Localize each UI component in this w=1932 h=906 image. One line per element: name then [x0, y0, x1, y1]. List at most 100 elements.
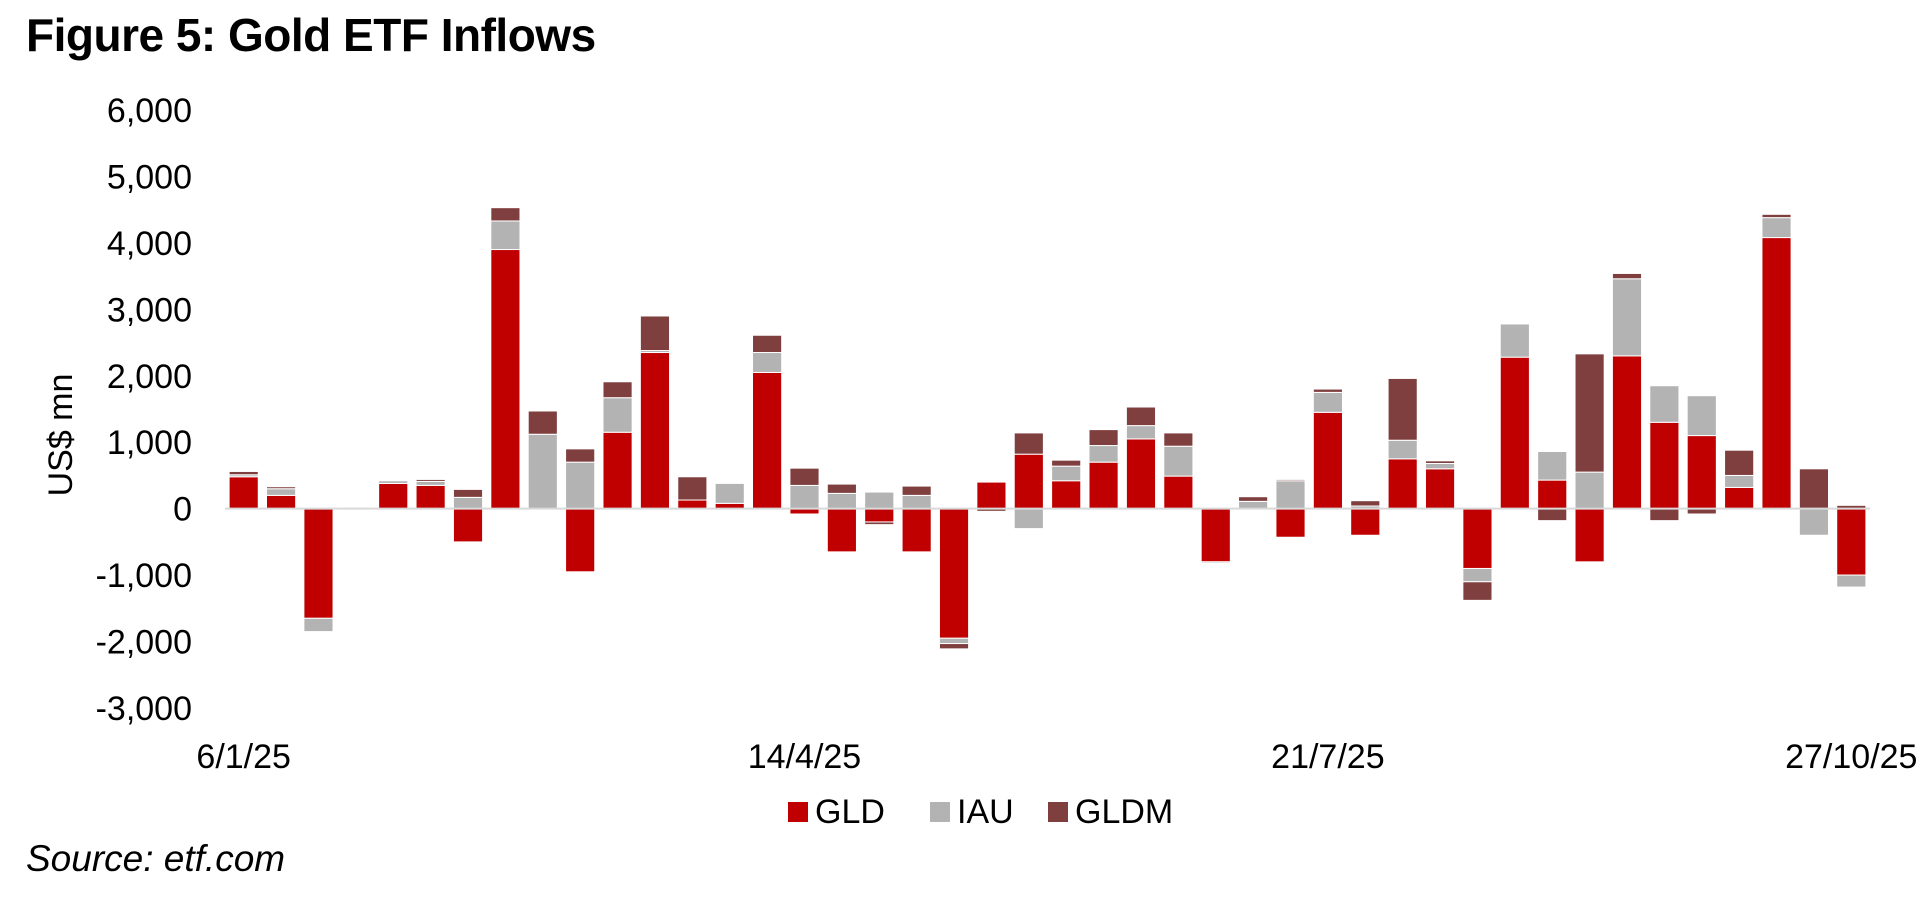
bar-iau-35 [1537, 451, 1568, 481]
bar-gld-10 [602, 431, 633, 510]
bar-gld-41 [1761, 237, 1792, 510]
bar-gld-11 [639, 352, 671, 510]
bar-iau-31 [1387, 439, 1418, 460]
bar-gldm-18 [901, 485, 932, 496]
bar-iau-25 [1163, 445, 1194, 477]
bar-gldm-25 [1163, 432, 1194, 447]
bar-iau-21 [1013, 508, 1044, 530]
bar-iau-29 [1312, 391, 1343, 413]
bar-gldm-16 [826, 483, 857, 494]
bar-gld-23 [1088, 461, 1119, 510]
bar-gld-14 [752, 371, 783, 510]
y-axis: -3,000 -2,000 -1,000 0 1,000 2,000 3,000 4,000 5… [96, 92, 192, 728]
bar-iau-33 [1462, 567, 1493, 583]
bar-iau-15 [789, 484, 820, 510]
bar-gldm-21 [1013, 432, 1044, 455]
bar-gldm-24 [1125, 406, 1157, 427]
bar-gldm-14 [752, 334, 783, 354]
y-tick-label: -3,000 [96, 690, 192, 728]
bar-gld-43 [1836, 508, 1867, 576]
bar-iau-24 [1125, 425, 1157, 440]
y-tick-label: 6,000 [107, 92, 192, 130]
legend-swatch-gld [788, 802, 808, 822]
bar-iau-32 [1424, 462, 1456, 470]
legend-swatch-iau [930, 802, 950, 822]
bar-iau-36 [1574, 471, 1605, 510]
bar-gldm-6 [452, 488, 484, 498]
bar-gldm-19 [938, 643, 970, 650]
bar-iau-5 [415, 480, 446, 486]
x-axis: 6/1/25 14/4/25 21/7/25 27/10/25 [196, 507, 1917, 776]
bar-gldm-32 [1424, 460, 1456, 464]
bar-gld-9 [565, 508, 596, 573]
bar-gldm-7 [490, 207, 521, 222]
bar-gld-25 [1163, 475, 1194, 510]
bar-iau-13 [714, 482, 745, 504]
y-tick-label: -2,000 [96, 624, 192, 662]
bar-gld-31 [1387, 458, 1418, 510]
bar-gld-33 [1462, 508, 1493, 569]
y-tick-label: 3,000 [107, 291, 192, 329]
bar-iau-34 [1499, 323, 1530, 358]
bar-gld-40 [1724, 486, 1755, 510]
bar-gld-12 [677, 499, 708, 510]
legend-label-gldm: GLDM [1075, 793, 1173, 831]
bar-gld-29 [1312, 411, 1343, 510]
x-tick-label: 6/1/25 [196, 738, 291, 776]
y-tick-label: -1,000 [96, 557, 192, 595]
bar-gld-24 [1125, 438, 1157, 510]
y-tick-label: 4,000 [107, 225, 192, 263]
legend-label-iau: IAU [957, 793, 1014, 831]
bar-iau-10 [602, 397, 633, 433]
x-tick-label: 21/7/25 [1271, 738, 1384, 776]
bar-gld-6 [452, 508, 484, 543]
bar-iau-4 [378, 480, 409, 484]
bar-gldm-12 [677, 476, 708, 501]
y-tick-label: 2,000 [107, 358, 192, 396]
bar-iau-6 [452, 496, 484, 510]
y-tick-label: 1,000 [107, 424, 192, 462]
bar-gldm-30 [1350, 500, 1381, 507]
bar-gldm-38 [1649, 508, 1680, 522]
bar-gldm-28 [1275, 478, 1306, 482]
bar-gld-17 [864, 508, 895, 523]
bar-iau-40 [1724, 474, 1755, 488]
bar-iau-41 [1761, 217, 1792, 239]
bar-gldm-17 [864, 521, 895, 526]
bar-gld-36 [1574, 508, 1605, 563]
source-note: Source: etf.com [26, 838, 286, 879]
bar-gld-22 [1051, 480, 1082, 510]
bar-iau-27 [1238, 500, 1269, 510]
bar-gldm-33 [1462, 581, 1493, 601]
bar-iau-43 [1836, 574, 1867, 588]
y-tick-label: 5,000 [107, 158, 192, 196]
bar-iau-26 [1200, 561, 1231, 564]
bar-gldm-35 [1537, 508, 1568, 522]
bar-gld-7 [490, 249, 521, 510]
legend-label-gld: GLD [815, 793, 885, 831]
y-axis-label: US$ mn [42, 374, 80, 497]
bar-gld-4 [378, 482, 409, 510]
bar-gld-0 [228, 476, 259, 510]
bar-gldm-31 [1387, 377, 1418, 441]
bar-gldm-36 [1574, 353, 1605, 473]
legend-swatch-gldm [1048, 802, 1068, 822]
bar-gldm-0 [228, 470, 259, 476]
bar-iau-38 [1649, 385, 1680, 423]
bar-iau-42 [1798, 508, 1829, 536]
bar-iau-18 [901, 494, 932, 510]
bar-gld-1 [266, 494, 297, 510]
bars-group [228, 207, 1867, 650]
bar-gldm-5 [415, 478, 446, 482]
bar-gld-16 [826, 508, 857, 553]
bar-gldm-23 [1088, 429, 1119, 447]
bar-gld-19 [938, 508, 970, 639]
bar-iau-8 [527, 433, 558, 510]
bar-iau-14 [752, 352, 783, 373]
bar-gld-28 [1275, 508, 1306, 538]
x-tick-label: 27/10/25 [1785, 738, 1917, 776]
legend: GLD IAU GLDM [788, 793, 1173, 831]
bar-gld-37 [1611, 355, 1643, 510]
bar-gldm-37 [1611, 272, 1643, 280]
